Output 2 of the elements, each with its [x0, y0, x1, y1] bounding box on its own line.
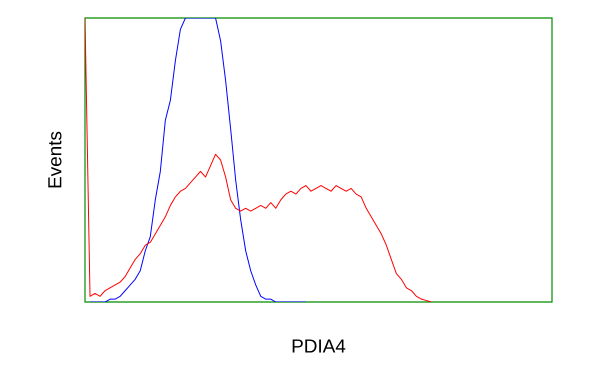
- x-axis-title: PDIA4: [292, 340, 346, 353]
- y-axis-title: Events: [48, 132, 62, 188]
